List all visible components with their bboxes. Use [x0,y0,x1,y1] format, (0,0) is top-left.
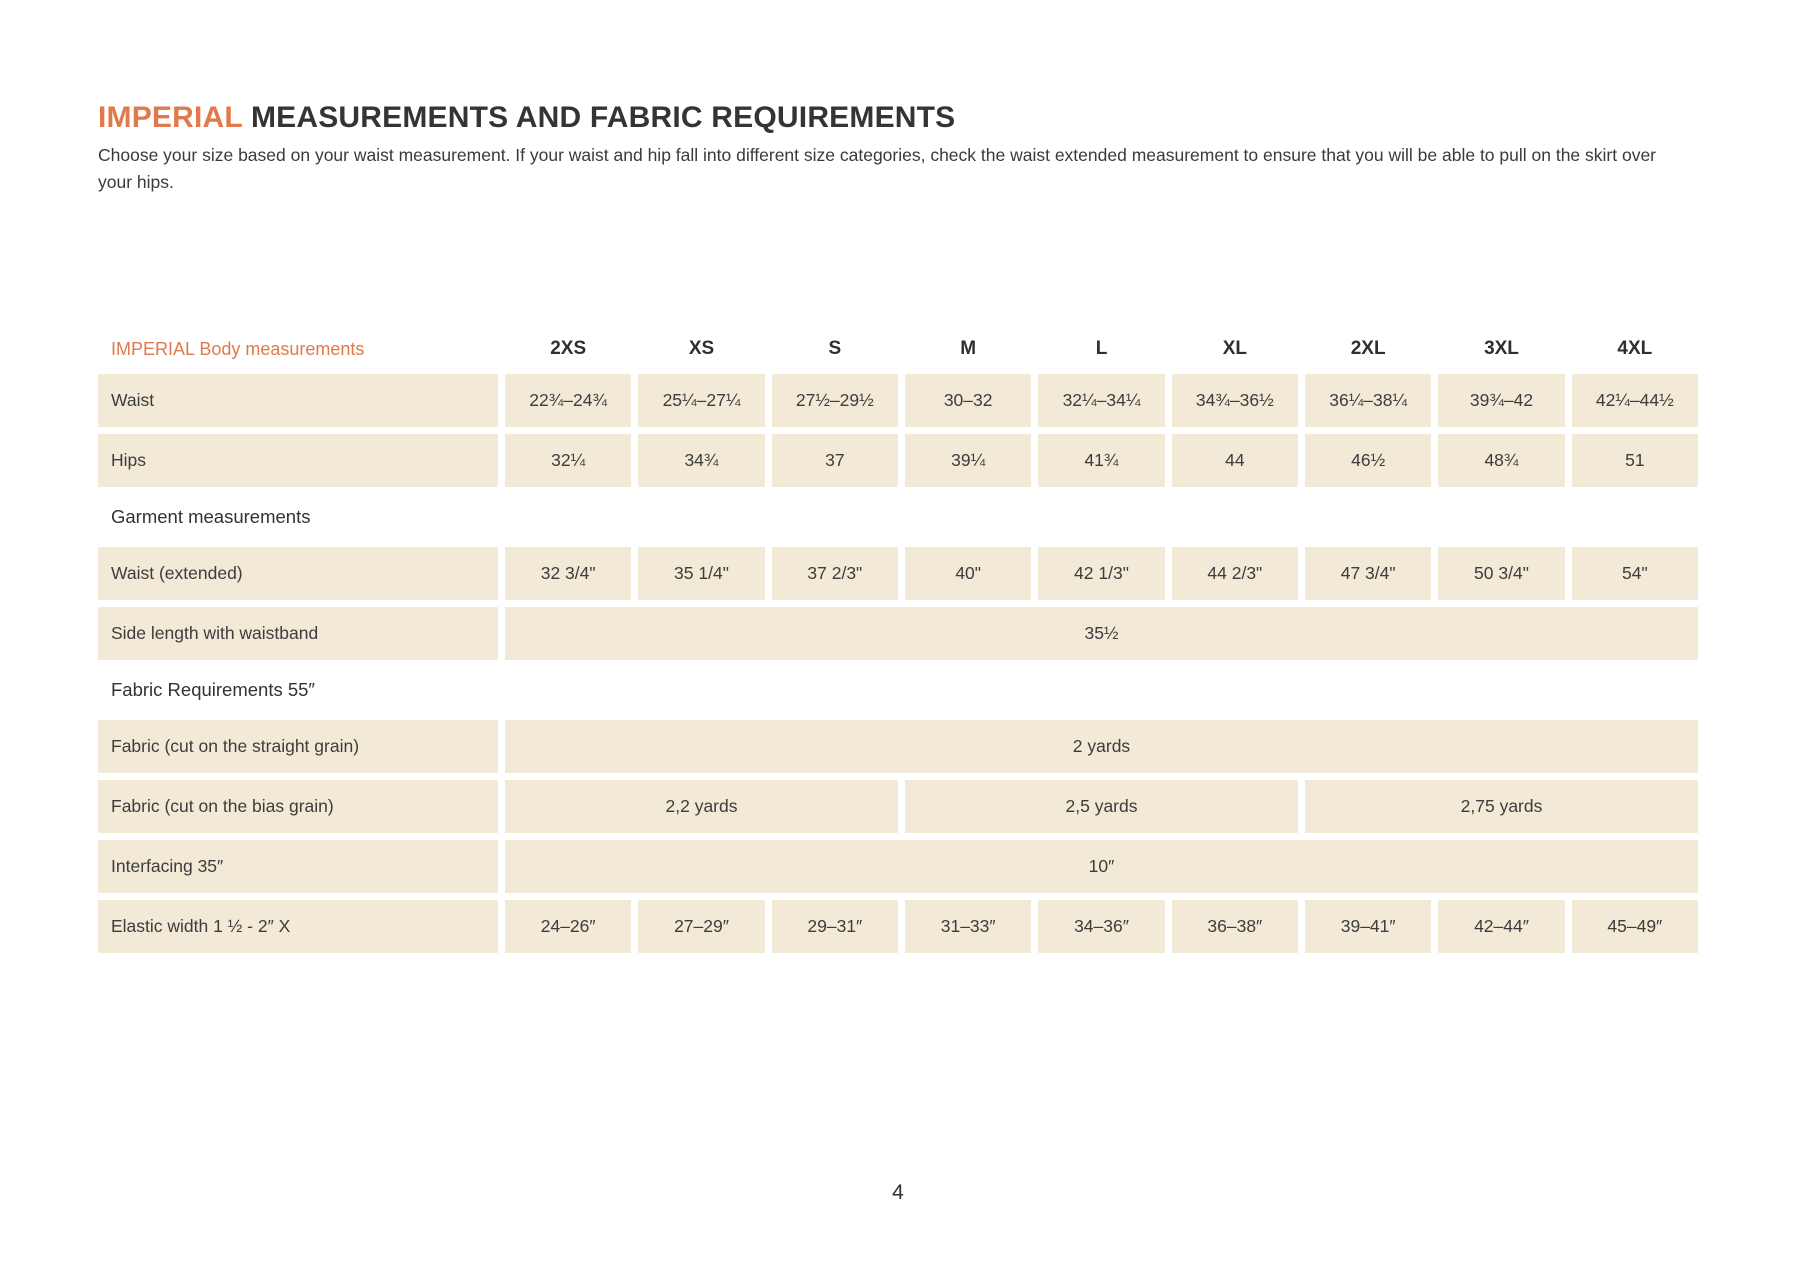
table-row-waist: Waist 22¾–24¾ 25¼–27¼ 27½–29½ 30–32 32¼–… [98,374,1698,427]
row-label-waist: Waist [98,374,498,427]
waist-extended-cell: 50 3/4" [1438,547,1565,600]
elastic-cell: 27–29″ [638,900,765,953]
hips-cell: 37 [771,434,898,487]
fabric-straight-merged-cell: 2 yards [505,720,1698,773]
waist-cell: 30–32 [905,374,1032,427]
table-row-fabric-straight: Fabric (cut on the straight grain) 2 yar… [98,720,1698,773]
measurements-table: IMPERIAL Body measurements 2XS XS S M L … [98,324,1698,953]
elastic-cell: 34–36″ [1038,900,1165,953]
table-row-waist-extended: Waist (extended) 32 3/4" 35 1/4" 37 2/3"… [98,547,1698,600]
hips-cell: 41¾ [1038,434,1165,487]
hips-cell: 48¾ [1438,434,1565,487]
row-label-hips: Hips [98,434,498,487]
section-label-garment: Garment measurements [111,506,311,527]
table-row-interfacing: Interfacing 35″ 10″ [98,840,1698,893]
elastic-cell: 45–49″ [1571,900,1698,953]
fabric-bias-group-small: 2,2 yards [505,780,898,833]
section-garment-measurements: Garment measurements [98,494,1698,540]
section-label-fabric: Fabric Requirements 55″ [111,679,315,700]
row-label-fabric-straight: Fabric (cut on the straight grain) [98,720,498,773]
interfacing-merged-cell: 10″ [505,840,1698,893]
size-col-header-xl: XL [1222,338,1247,359]
size-col-header-4xl: 4XL [1617,338,1653,359]
waist-extended-cell: 44 2/3" [1171,547,1298,600]
elastic-cell: 31–33″ [905,900,1032,953]
page-number: 4 [892,1181,904,1204]
waist-cell: 22¾–24¾ [505,374,632,427]
table-header-row: IMPERIAL Body measurements 2XS XS S M L … [98,324,1698,364]
size-col-header-2xl: 2XL [1350,338,1386,359]
table-header-label: IMPERIAL Body measurements [111,339,365,359]
side-length-merged-cell: 35½ [505,607,1698,660]
fabric-bias-group-medium: 2,5 yards [905,780,1298,833]
page-title: IMPERIAL MEASUREMENTS AND FABRIC REQUIRE… [98,100,1698,136]
hips-cell: 51 [1571,434,1698,487]
elastic-cell: 29–31″ [771,900,898,953]
row-label-side-length: Side length with waistband [98,607,498,660]
elastic-cell: 36–38″ [1171,900,1298,953]
waist-cell: 39¾–42 [1438,374,1565,427]
waist-cell: 34¾–36½ [1171,374,1298,427]
row-label-elastic: Elastic width 1 ½ - 2″ X [98,900,498,953]
table-row-hips: Hips 32¼ 34¾ 37 39¼ 41¾ 44 46½ 48¾ 51 [98,434,1698,487]
size-col-header-l: L [1095,338,1108,359]
waist-extended-cell: 32 3/4" [505,547,632,600]
size-col-header-s: S [828,338,842,359]
waist-cell: 42¼–44½ [1571,374,1698,427]
row-label-interfacing: Interfacing 35″ [98,840,498,893]
waist-extended-cell: 47 3/4" [1305,547,1432,600]
waist-extended-cell: 37 2/3" [771,547,898,600]
waist-cell: 32¼–34¼ [1038,374,1165,427]
table-row-elastic: Elastic width 1 ½ - 2″ X 24–26″ 27–29″ 2… [98,900,1698,953]
size-col-header-m: M [960,338,977,359]
section-fabric-requirements: Fabric Requirements 55″ [98,667,1698,713]
waist-cell: 36¼–38¼ [1305,374,1432,427]
waist-cell: 25¼–27¼ [638,374,765,427]
hips-cell: 32¼ [505,434,632,487]
page-title-rest: MEASUREMENTS AND FABRIC REQUIREMENTS [242,101,956,134]
waist-extended-cell: 35 1/4" [638,547,765,600]
hips-cell: 34¾ [638,434,765,487]
size-col-header-2xs: 2XS [550,338,587,359]
page-content: IMPERIAL MEASUREMENTS AND FABRIC REQUIRE… [98,100,1698,1204]
table-row-fabric-bias: Fabric (cut on the bias grain) 2,2 yards… [98,780,1698,833]
page-title-accent: IMPERIAL [98,101,243,134]
waist-extended-cell: 42 1/3" [1038,547,1165,600]
fabric-bias-group-large: 2,75 yards [1305,780,1698,833]
elastic-cell: 24–26″ [505,900,632,953]
size-col-header-xs: XS [688,338,715,359]
intro-paragraph: Choose your size based on your waist mea… [98,145,1657,192]
hips-cell: 39¼ [905,434,1032,487]
size-col-header-3xl: 3XL [1484,338,1519,359]
waist-extended-cell: 40" [905,547,1032,600]
waist-extended-cell: 54" [1571,547,1698,600]
row-label-fabric-bias: Fabric (cut on the bias grain) [98,780,498,833]
elastic-cell: 39–41″ [1305,900,1432,953]
table-row-side-length: Side length with waistband 35½ [98,607,1698,660]
elastic-cell: 42–44″ [1438,900,1565,953]
hips-cell: 44 [1171,434,1298,487]
hips-cell: 46½ [1305,434,1432,487]
row-label-waist-extended: Waist (extended) [98,547,498,600]
waist-cell: 27½–29½ [771,374,898,427]
